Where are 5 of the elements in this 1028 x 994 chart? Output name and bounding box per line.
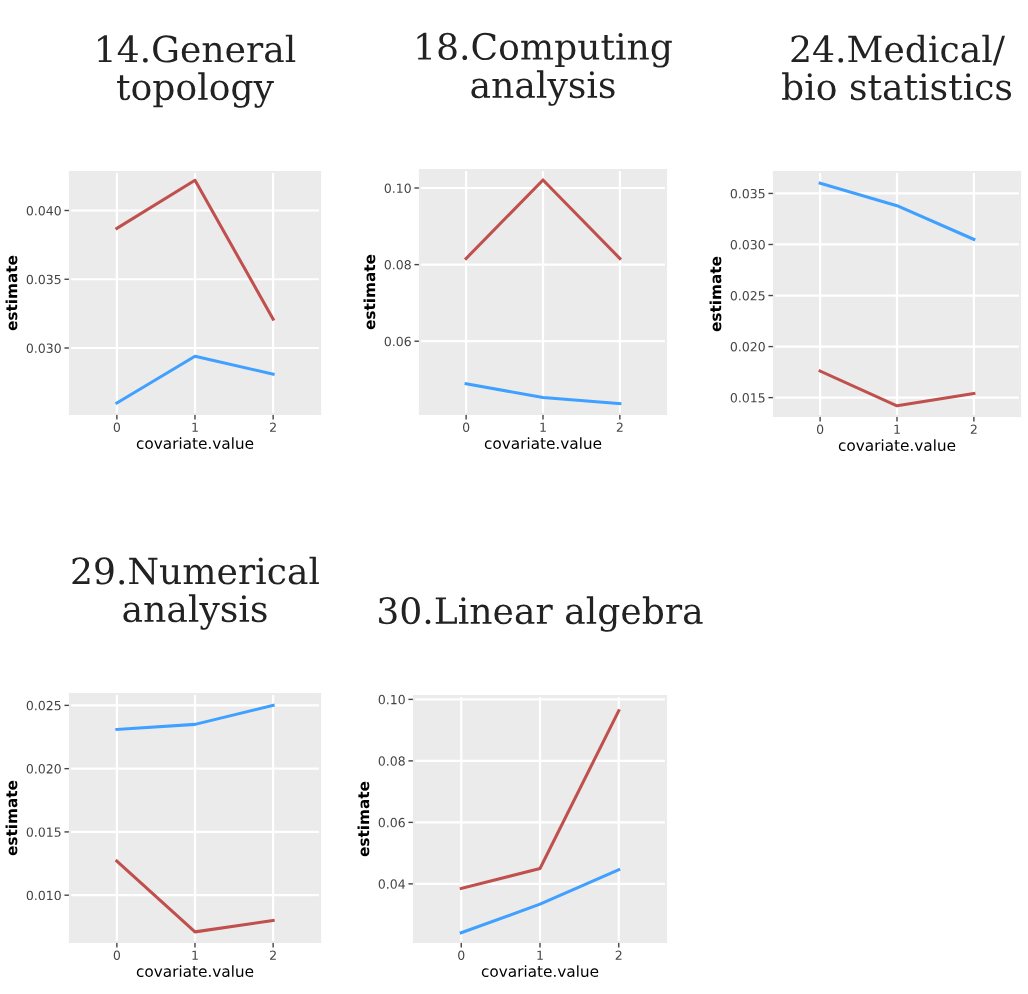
chart-title: 30.Linear algebra: [379, 596, 703, 632]
chart-title: 14.General topology: [98, 34, 296, 108]
chart-title: 29.Numerical analysis: [72, 556, 319, 630]
chart-title: 24.Medical/ bio statistics: [782, 34, 1012, 101]
chart-title: 18.Computing analysis: [417, 32, 672, 106]
